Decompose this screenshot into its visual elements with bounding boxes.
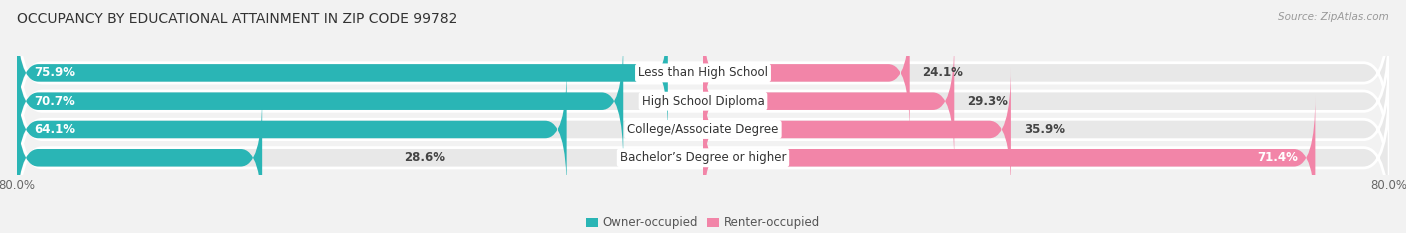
Text: 75.9%: 75.9% xyxy=(34,66,75,79)
FancyBboxPatch shape xyxy=(17,11,668,135)
FancyBboxPatch shape xyxy=(17,96,262,220)
FancyBboxPatch shape xyxy=(703,68,1011,192)
FancyBboxPatch shape xyxy=(703,96,1316,220)
Text: Source: ZipAtlas.com: Source: ZipAtlas.com xyxy=(1278,12,1389,22)
FancyBboxPatch shape xyxy=(17,55,1389,204)
FancyBboxPatch shape xyxy=(17,68,567,192)
FancyBboxPatch shape xyxy=(17,39,623,163)
Text: 28.6%: 28.6% xyxy=(404,151,444,164)
Text: College/Associate Degree: College/Associate Degree xyxy=(627,123,779,136)
Text: High School Diploma: High School Diploma xyxy=(641,95,765,108)
Text: 64.1%: 64.1% xyxy=(34,123,75,136)
Text: 35.9%: 35.9% xyxy=(1024,123,1064,136)
Text: OCCUPANCY BY EDUCATIONAL ATTAINMENT IN ZIP CODE 99782: OCCUPANCY BY EDUCATIONAL ATTAINMENT IN Z… xyxy=(17,12,457,26)
Legend: Owner-occupied, Renter-occupied: Owner-occupied, Renter-occupied xyxy=(581,212,825,233)
FancyBboxPatch shape xyxy=(17,27,1389,176)
FancyBboxPatch shape xyxy=(703,39,955,163)
Text: 29.3%: 29.3% xyxy=(967,95,1008,108)
Text: 24.1%: 24.1% xyxy=(922,66,963,79)
Text: 71.4%: 71.4% xyxy=(1257,151,1298,164)
FancyBboxPatch shape xyxy=(703,11,910,135)
FancyBboxPatch shape xyxy=(17,83,1389,233)
Text: Bachelor’s Degree or higher: Bachelor’s Degree or higher xyxy=(620,151,786,164)
Text: 70.7%: 70.7% xyxy=(34,95,75,108)
FancyBboxPatch shape xyxy=(17,0,1389,147)
Text: Less than High School: Less than High School xyxy=(638,66,768,79)
